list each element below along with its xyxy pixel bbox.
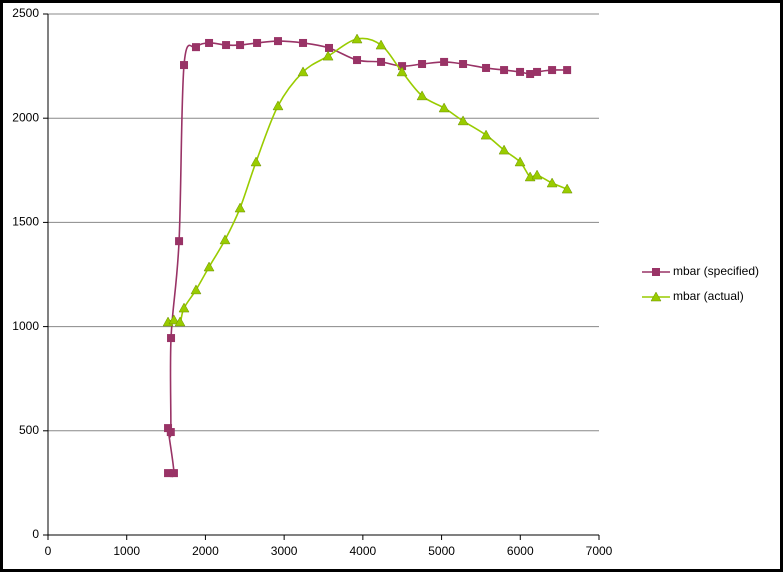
triangle-marker (375, 39, 387, 50)
x-tick-label: 5000 (428, 544, 455, 558)
legend-label: mbar (actual) (673, 289, 744, 303)
square-marker (274, 37, 283, 46)
triangle-marker (174, 316, 186, 327)
triangle-marker (514, 156, 526, 167)
square-marker (500, 66, 509, 75)
triangle-marker (416, 90, 428, 101)
triangle-marker (272, 100, 284, 111)
square-marker (175, 237, 184, 246)
square-marker (482, 63, 491, 72)
square-marker (548, 66, 557, 75)
triangle-marker (351, 33, 363, 44)
triangle-marker (438, 102, 450, 113)
square-marker (563, 66, 572, 75)
y-tick-label: 1000 (12, 319, 39, 333)
triangle-marker (396, 66, 408, 77)
square-marker (166, 428, 175, 437)
y-tick-label: 1500 (12, 215, 39, 229)
square-marker (222, 41, 231, 50)
x-tick-label: 4000 (350, 544, 377, 558)
triangle-marker (234, 202, 246, 213)
triangle-marker (190, 284, 202, 295)
triangle-marker (297, 66, 309, 77)
square-marker (459, 60, 468, 69)
triangle-marker (322, 50, 334, 61)
square-marker (398, 62, 407, 71)
square-marker (377, 57, 386, 66)
square-marker (253, 38, 262, 47)
square-marker (169, 469, 178, 478)
square-marker (440, 57, 449, 66)
y-tick-label: 2000 (12, 110, 39, 124)
square-marker (299, 38, 308, 47)
x-tick-label: 6000 (507, 544, 534, 558)
legend-label: mbar (specified) (673, 264, 759, 278)
triangle-marker (498, 144, 510, 155)
triangle-marker (480, 129, 492, 140)
triangle-marker (178, 302, 190, 313)
square-marker (325, 43, 334, 52)
legend-marker (650, 291, 662, 302)
square-marker (180, 61, 189, 70)
square-marker (167, 334, 176, 343)
triangle-marker (457, 115, 469, 126)
square-marker (205, 38, 214, 47)
triangle-marker (219, 234, 231, 245)
x-tick-label: 0 (45, 544, 52, 558)
square-marker (164, 469, 173, 478)
triangle-marker (250, 156, 262, 167)
square-marker (533, 67, 542, 76)
triangle-marker (168, 314, 180, 325)
triangle-marker (546, 177, 558, 188)
y-tick-label: 0 (32, 527, 39, 541)
square-marker (191, 43, 200, 52)
x-tick-label: 7000 (586, 544, 613, 558)
square-marker (526, 70, 535, 79)
y-tick-label: 2500 (12, 6, 39, 20)
x-tick-label: 2000 (192, 544, 219, 558)
triangle-marker (561, 183, 573, 194)
legend-box (628, 256, 778, 312)
legend-marker (652, 268, 660, 276)
square-marker (418, 60, 427, 69)
x-tick-label: 3000 (271, 544, 298, 558)
square-marker (516, 67, 525, 76)
square-marker (236, 41, 245, 50)
triangle-marker (531, 169, 543, 180)
square-marker (353, 56, 362, 65)
triangle-marker (203, 261, 215, 272)
x-tick-label: 1000 (113, 544, 140, 558)
y-tick-label: 500 (19, 423, 39, 437)
